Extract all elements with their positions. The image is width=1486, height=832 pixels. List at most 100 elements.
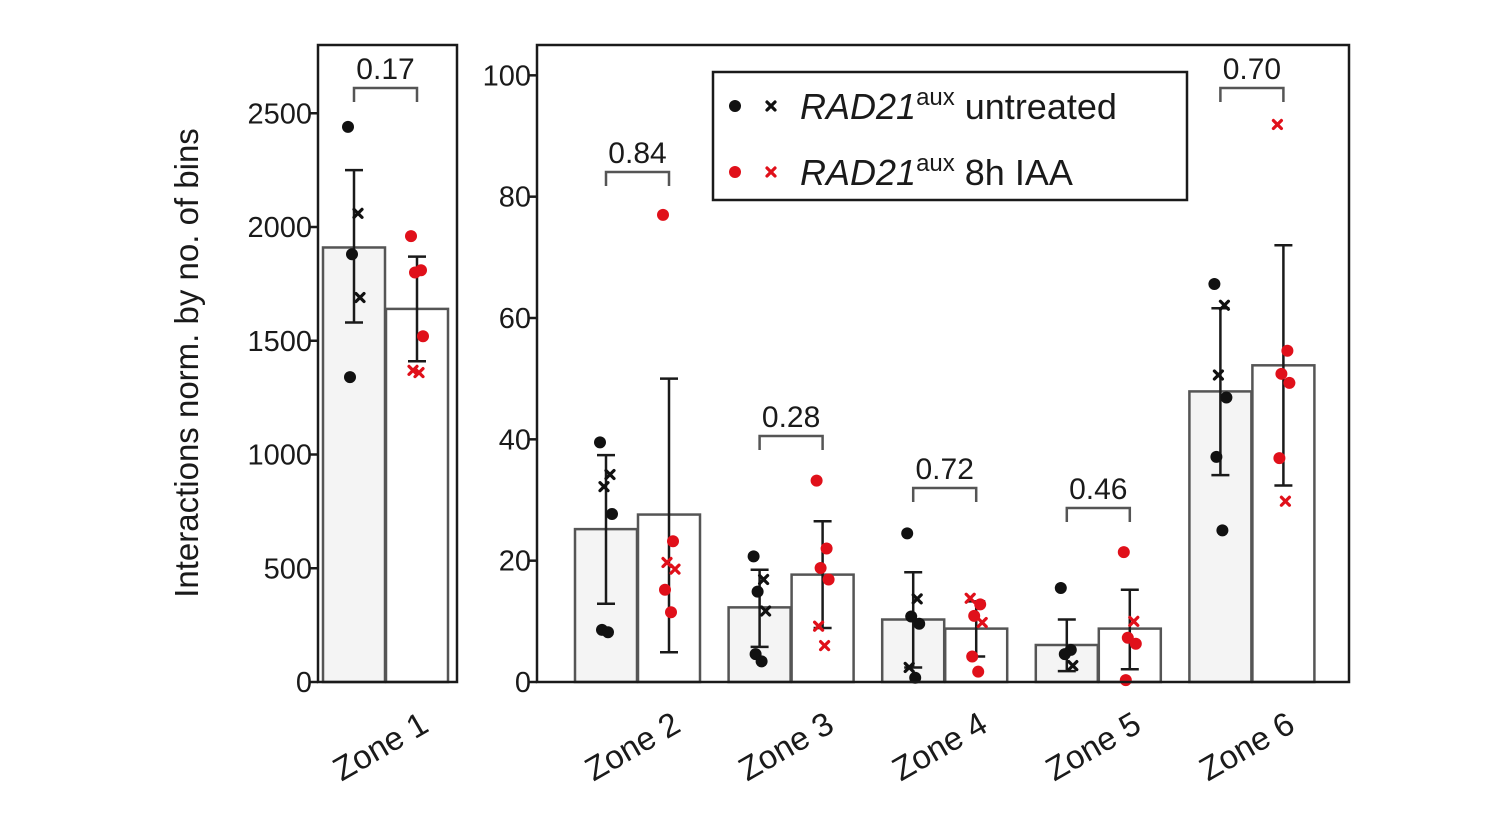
cross-stroke [1279, 495, 1292, 507]
data-point-dot [344, 371, 356, 384]
cross-stroke [911, 593, 923, 605]
legend-dot-marker [729, 100, 741, 112]
data-point-dot [657, 208, 669, 221]
y-tick-label: 0 [296, 667, 312, 699]
cross-stroke [759, 605, 772, 617]
data-point-dot [1216, 524, 1229, 537]
data-point-cross [1271, 118, 1284, 131]
data-point-dot [1117, 546, 1130, 559]
y-tick-label: 2500 [247, 98, 312, 130]
cross-stroke [1128, 615, 1140, 627]
category-label: Zone 3 [732, 704, 839, 787]
category-label: Zone 1 [327, 704, 434, 787]
cross-stroke [903, 661, 915, 674]
data-point-cross [598, 481, 610, 493]
legend-cross-marker [765, 100, 777, 112]
data-point-dot [1283, 376, 1296, 389]
legend-label-sup: aux [916, 84, 955, 111]
cross-stroke [598, 481, 610, 493]
plot-frame [535, 43, 1351, 684]
data-point-dot [810, 474, 823, 487]
data-point-cross [812, 620, 825, 632]
data-point-cross [354, 291, 366, 304]
data-point-dot [1273, 452, 1286, 465]
p-value-label: 0.72 [916, 453, 974, 486]
category-label: Zone 4 [886, 704, 993, 787]
data-point-dot [751, 585, 764, 598]
data-point-dot [1275, 367, 1288, 380]
data-point-cross [352, 207, 364, 219]
data-point-cross [1128, 615, 1140, 627]
cross-stroke [765, 166, 777, 178]
data-point-dot [405, 230, 417, 243]
data-point-dot [820, 542, 833, 555]
cross-stroke [413, 367, 425, 379]
data-point-dot [602, 626, 614, 639]
cross-stroke [964, 592, 976, 604]
data-point-dot [974, 598, 987, 611]
data-point-dot [1054, 581, 1067, 594]
data-point-cross [669, 563, 681, 575]
legend-label-sup: aux [916, 150, 955, 177]
data-point-dot [1129, 637, 1142, 650]
significance-bracket [1065, 506, 1132, 522]
significance-bracket [1219, 86, 1285, 102]
data-point-dot [814, 561, 827, 574]
y-tick-label: 2000 [247, 212, 312, 244]
data-point-cross [604, 468, 616, 481]
y-tick-label: 40 [499, 424, 531, 456]
data-point-cross [1279, 495, 1292, 507]
data-point-cross [757, 573, 770, 586]
data-point-dot [667, 535, 679, 548]
data-point-cross [413, 367, 425, 379]
data-point-dot [342, 120, 354, 133]
cross-stroke [354, 291, 366, 304]
cross-stroke [669, 563, 681, 575]
y-tick-label: 80 [499, 182, 531, 214]
data-point-dot [966, 650, 979, 663]
chart-panel-left: 0.17 Zone 1 0 500 1000 1500 2000 2500 Interactio… [168, 43, 459, 788]
legend-label-rest: untreated [955, 86, 1117, 127]
y-tick-label: 0 [515, 667, 531, 699]
data-point-dot [1119, 674, 1132, 687]
y-tick-label: 500 [264, 553, 312, 585]
data-point-dot [755, 655, 768, 668]
cross-stroke [352, 207, 364, 219]
data-point-cross [976, 616, 988, 629]
cross-stroke [1218, 299, 1231, 311]
y-tick-label: 100 [483, 60, 531, 92]
data-point-dot [1208, 278, 1221, 291]
y-axis-label: Interactions norm. by no. of bins [168, 128, 205, 598]
data-point-dot [1220, 391, 1233, 404]
cross-stroke [604, 468, 616, 481]
cross-stroke [757, 573, 770, 586]
p-value-label: 0.46 [1069, 473, 1127, 506]
category-label: Zone 5 [1039, 704, 1146, 787]
legend-label: RAD21aux 8h IAA [800, 150, 1073, 193]
data-point-dot [905, 610, 918, 623]
cross-stroke [765, 100, 777, 112]
category-label: Zone 6 [1193, 704, 1300, 787]
data-point-cross [964, 592, 976, 604]
error-bar [1120, 588, 1139, 671]
data-point-cross [1212, 369, 1225, 381]
p-value-label: 0.84 [608, 137, 666, 170]
legend-label-main: RAD21 [800, 86, 916, 127]
error-bar [1057, 618, 1076, 673]
category-label: Zone 2 [579, 704, 686, 787]
data-point-dot [346, 248, 358, 261]
legend-entry: RAD21aux 8h IAA [729, 150, 1073, 193]
significance-bracket [352, 86, 419, 102]
y-tick-label: 20 [499, 546, 531, 578]
legend-label-rest: 8h IAA [955, 152, 1073, 193]
significance-bracket [758, 434, 824, 450]
y-tick-label: 60 [499, 303, 531, 335]
data-point-cross [903, 661, 915, 674]
legend-label-main: RAD21 [800, 152, 916, 193]
cross-stroke [1212, 369, 1225, 381]
cross-stroke [661, 556, 673, 569]
legend-cross-marker [765, 166, 777, 178]
cross-stroke [812, 620, 825, 632]
data-point-dot [901, 527, 914, 540]
legend-label: RAD21aux untreated [800, 84, 1117, 127]
